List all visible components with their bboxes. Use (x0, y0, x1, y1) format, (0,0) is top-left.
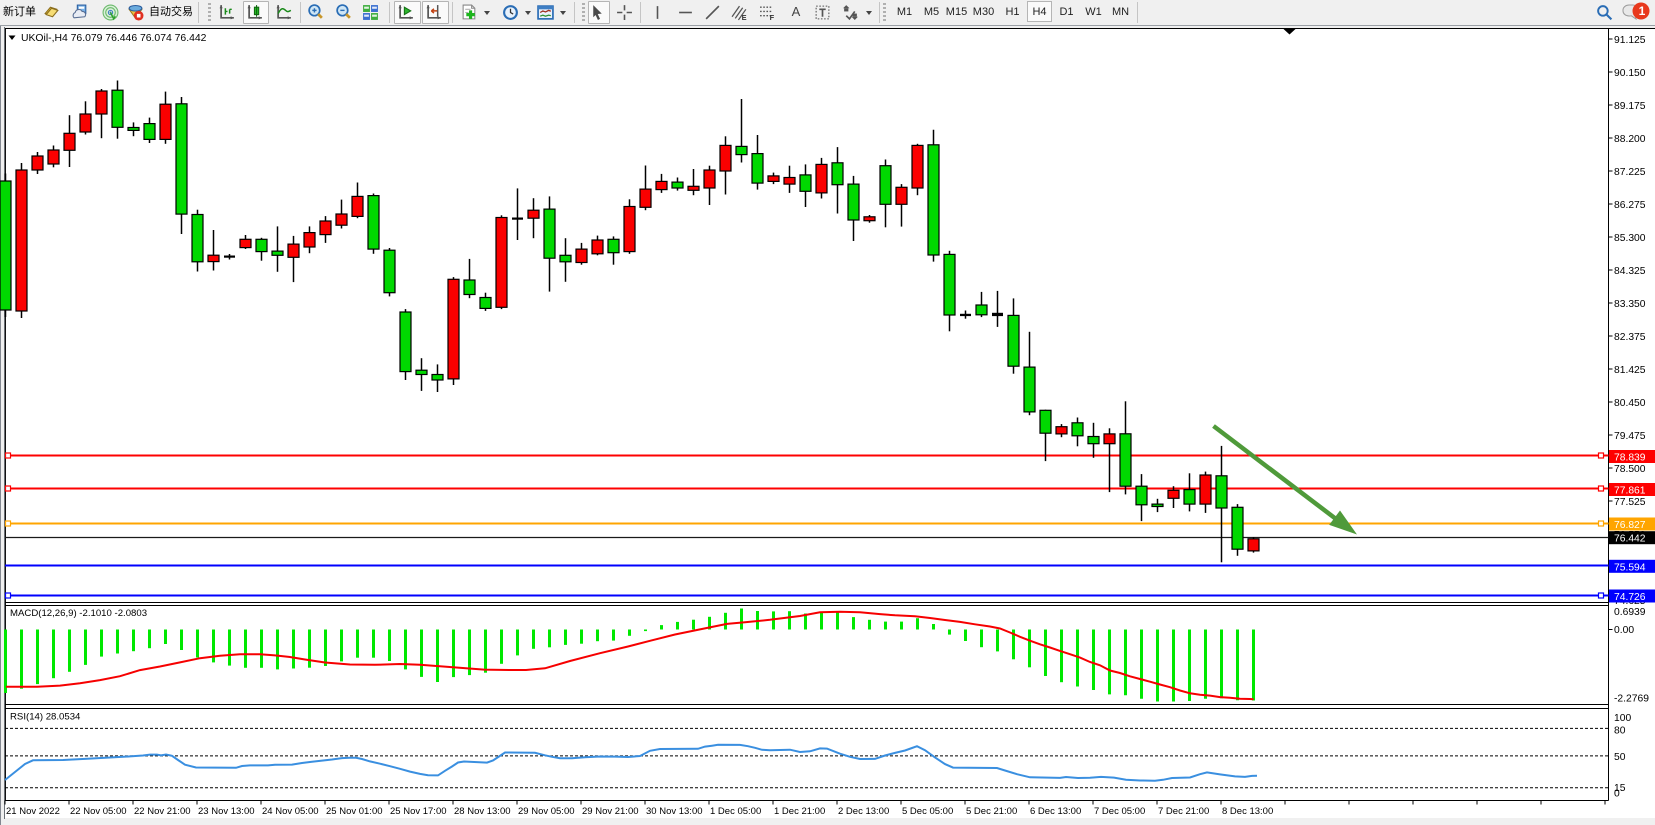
svg-text:22 Nov 21:00: 22 Nov 21:00 (134, 806, 191, 817)
svg-text:80: 80 (1614, 726, 1626, 737)
svg-text:23 Nov 13:00: 23 Nov 13:00 (198, 806, 255, 817)
svg-text:22 Nov 05:00: 22 Nov 05:00 (70, 806, 127, 817)
svg-text:15: 15 (1614, 783, 1626, 794)
svg-text:1 Dec 05:00: 1 Dec 05:00 (710, 806, 761, 817)
svg-text:84.325: 84.325 (1614, 266, 1646, 277)
svg-text:90.150: 90.150 (1614, 68, 1646, 79)
svg-text:0.6939: 0.6939 (1614, 607, 1646, 618)
svg-text:50: 50 (1614, 752, 1626, 763)
svg-text:25 Nov 01:00: 25 Nov 01:00 (326, 806, 383, 817)
svg-text:1 Dec 21:00: 1 Dec 21:00 (774, 806, 825, 817)
svg-text:29 Nov 21:00: 29 Nov 21:00 (582, 806, 639, 817)
svg-text:100: 100 (1614, 713, 1631, 724)
svg-text:24 Nov 05:00: 24 Nov 05:00 (262, 806, 319, 817)
svg-text:78.500: 78.500 (1614, 464, 1646, 475)
svg-text:85.300: 85.300 (1614, 233, 1646, 244)
svg-text:78.839: 78.839 (1614, 453, 1646, 464)
svg-text:5 Dec 21:00: 5 Dec 21:00 (966, 806, 1017, 817)
svg-text:2 Dec 13:00: 2 Dec 13:00 (838, 806, 889, 817)
svg-text:-2.2769: -2.2769 (1614, 694, 1649, 705)
svg-text:RSI(14) 28.0534: RSI(14) 28.0534 (10, 712, 81, 723)
svg-text:82.375: 82.375 (1614, 332, 1646, 343)
svg-text:81.425: 81.425 (1614, 365, 1646, 376)
svg-text:MACD(12,26,9) -2.1010 -2.0803: MACD(12,26,9) -2.1010 -2.0803 (10, 608, 147, 619)
svg-text:25 Nov 17:00: 25 Nov 17:00 (390, 806, 447, 817)
svg-text:5 Dec 05:00: 5 Dec 05:00 (902, 806, 953, 817)
svg-text:21 Nov 2022: 21 Nov 2022 (6, 806, 60, 817)
svg-text:77.525: 77.525 (1614, 497, 1646, 508)
svg-text:88.200: 88.200 (1614, 134, 1646, 145)
svg-text:8 Dec 13:00: 8 Dec 13:00 (1222, 806, 1273, 817)
svg-text:87.225: 87.225 (1614, 167, 1646, 178)
svg-text:86.275: 86.275 (1614, 200, 1646, 211)
svg-text:83.350: 83.350 (1614, 299, 1646, 310)
svg-text:28 Nov 13:00: 28 Nov 13:00 (454, 806, 511, 817)
svg-text:29 Nov 05:00: 29 Nov 05:00 (518, 806, 575, 817)
svg-text:7 Dec 05:00: 7 Dec 05:00 (1094, 806, 1145, 817)
svg-text:30 Nov 13:00: 30 Nov 13:00 (646, 806, 703, 817)
svg-text:80.450: 80.450 (1614, 398, 1646, 409)
svg-text:89.175: 89.175 (1614, 101, 1646, 112)
svg-text:E: E (742, 13, 747, 21)
svg-text:0.00: 0.00 (1614, 625, 1634, 636)
svg-text:F: F (770, 13, 775, 21)
svg-text:91.125: 91.125 (1614, 35, 1646, 46)
svg-text:0: 0 (1614, 789, 1620, 800)
svg-text:74.726: 74.726 (1614, 592, 1646, 603)
svg-text:1: 1 (1639, 4, 1646, 18)
svg-text:6 Dec 13:00: 6 Dec 13:00 (1030, 806, 1081, 817)
svg-text:75.594: 75.594 (1614, 562, 1646, 573)
svg-text:76.827: 76.827 (1614, 520, 1646, 531)
svg-text:77.861: 77.861 (1614, 486, 1646, 497)
svg-text:UKOil-,H4 76.079 76.446 76.07: UKOil-,H4 76.079 76.446 76.074 76.442 (21, 33, 207, 44)
svg-text:7 Dec 21:00: 7 Dec 21:00 (1158, 806, 1209, 817)
svg-text:79.475: 79.475 (1614, 431, 1646, 442)
svg-text:76.442: 76.442 (1614, 534, 1646, 545)
